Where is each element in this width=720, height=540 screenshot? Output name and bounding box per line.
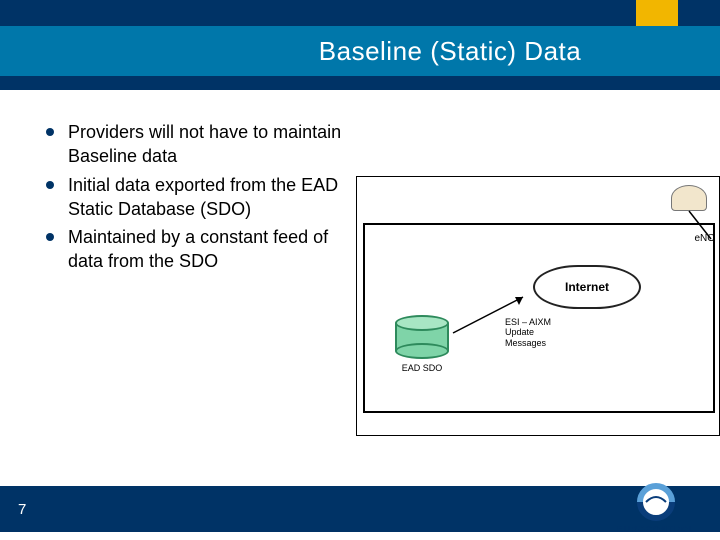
bullet-icon (46, 233, 54, 241)
arrow-label-line: Update (505, 327, 551, 337)
logo-text: EUROCONTROL (617, 524, 695, 534)
diagram-connector-icon (659, 205, 719, 265)
arrow-label-line: ESI – AIXM (505, 317, 551, 327)
bullet-text: Initial data exported from the EAD Stati… (68, 173, 356, 222)
database-cylinder-icon (395, 315, 449, 359)
footer-bar (0, 486, 720, 532)
logo-icon (634, 482, 678, 522)
arrow-label-line: Messages (505, 338, 551, 348)
bullet-icon (46, 128, 54, 136)
bullet-list: Providers will not have to maintain Base… (46, 120, 356, 278)
cylinder-top (395, 315, 449, 331)
list-item: Maintained by a constant feed of data fr… (46, 225, 356, 274)
cylinder-bottom (395, 343, 449, 359)
slide-header: Baseline (Static) Data (0, 0, 720, 90)
list-item: Providers will not have to maintain Base… (46, 120, 356, 169)
eurocontrol-logo: EUROCONTROL (614, 482, 698, 538)
internet-cloud-icon: Internet (533, 265, 641, 309)
bullet-icon (46, 181, 54, 189)
header-bottom-bar (0, 76, 720, 90)
bullet-text: Maintained by a constant feed of data fr… (68, 225, 356, 274)
slide-title: Baseline (Static) Data (319, 36, 581, 67)
header-accent-block (636, 0, 678, 26)
architecture-diagram: eNO EAD SDO Internet ESI – AIXM Update M… (356, 176, 720, 436)
arrow-label: ESI – AIXM Update Messages (505, 317, 551, 348)
cloud-label: Internet (565, 280, 609, 294)
list-item: Initial data exported from the EAD Stati… (46, 173, 356, 222)
header-title-bar: Baseline (Static) Data (0, 26, 720, 76)
page-number: 7 (18, 501, 26, 518)
cylinder-label: EAD SDO (389, 363, 455, 373)
bullet-text: Providers will not have to maintain Base… (68, 120, 356, 169)
header-top-bar (0, 0, 720, 26)
slide: Baseline (Static) Data Providers will no… (0, 0, 720, 540)
